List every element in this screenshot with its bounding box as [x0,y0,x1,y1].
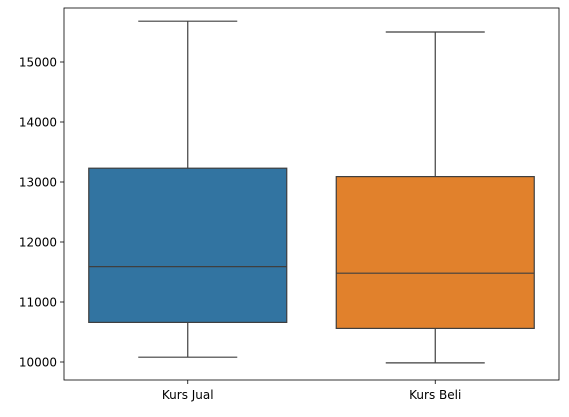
y-tick-label: 10000 [19,356,57,370]
y-axis: 10000 11000 12000 13000 14000 15000 [19,56,64,370]
y-tick-label: 12000 [19,236,57,250]
x-axis: Kurs Jual Kurs Beli [162,380,461,402]
box-kurs-beli [336,32,534,363]
y-tick-label: 11000 [19,296,57,310]
iqr-box [336,177,534,329]
box-kurs-jual [89,21,287,357]
boxes-layer [89,21,535,363]
x-tick-label: Kurs Jual [162,388,214,402]
iqr-box [89,168,287,322]
y-tick-label: 13000 [19,176,57,190]
x-tick-label: Kurs Beli [409,388,461,402]
y-tick-label: 14000 [19,116,57,130]
y-tick-label: 15000 [19,56,57,70]
